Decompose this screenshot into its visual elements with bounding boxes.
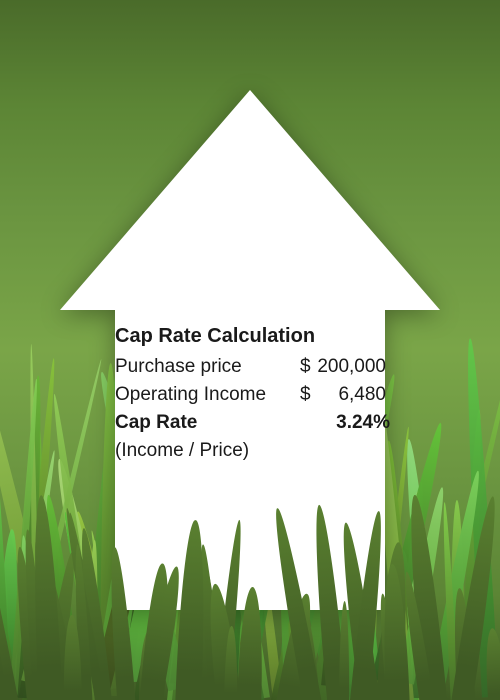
cap-rate-value: 3.24% xyxy=(336,412,390,434)
row-cap-rate: Cap Rate 3.24% xyxy=(115,412,390,434)
cap-rate-label: Cap Rate xyxy=(115,412,336,434)
calculation-content: Cap Rate Calculation Purchase price $200… xyxy=(115,325,390,462)
row-operating-income: Operating Income $6,480 xyxy=(115,384,390,406)
purchase-price-label: Purchase price xyxy=(115,356,300,378)
operating-income-label: Operating Income xyxy=(115,384,300,406)
purchase-price-value: $200,000 xyxy=(300,356,390,378)
operating-income-value: $6,480 xyxy=(300,384,390,406)
house-arrow-card: Cap Rate Calculation Purchase price $200… xyxy=(60,90,440,610)
formula-subtext: (Income / Price) xyxy=(115,440,390,462)
row-purchase-price: Purchase price $200,000 xyxy=(115,356,390,378)
calculation-title: Cap Rate Calculation xyxy=(115,325,390,348)
